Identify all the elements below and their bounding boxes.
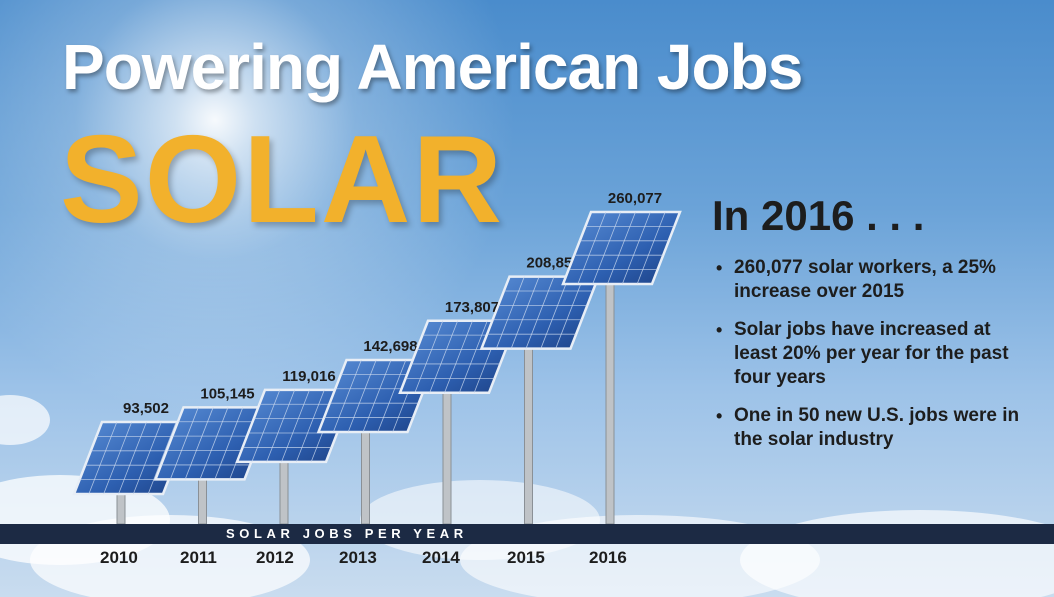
panel-cell-line bbox=[458, 320, 488, 393]
panel-pole bbox=[198, 472, 207, 525]
panel-cell-line bbox=[362, 359, 392, 433]
panel-cell-line bbox=[495, 276, 525, 349]
solar-panel-bar: 93,502 bbox=[72, 400, 193, 525]
panel-cell-line bbox=[132, 421, 162, 495]
chart-title-banner: SOLAR JOBS PER YEAR bbox=[0, 524, 1054, 544]
solar-panel-bar: 119,016 bbox=[235, 368, 356, 525]
data-label: 105,145 bbox=[200, 385, 254, 402]
panel-cell-line bbox=[555, 276, 585, 349]
x-tick-label: 2013 bbox=[339, 548, 377, 567]
solar-panel-bar: 260,077 bbox=[561, 190, 682, 525]
data-label: 119,016 bbox=[282, 368, 335, 385]
fact-item: 260,077 solar workers, a 25% increase ov… bbox=[716, 256, 1036, 304]
page-title: Powering American Jobs bbox=[62, 31, 803, 103]
panel-cell-line bbox=[510, 276, 540, 349]
panel-pole bbox=[524, 342, 533, 525]
x-tick-label: 2010 bbox=[100, 548, 138, 567]
panel-cell-line bbox=[540, 276, 570, 349]
panel-cell-line bbox=[118, 421, 147, 495]
data-label: 260,077 bbox=[608, 190, 662, 207]
page-subtitle: SOLAR bbox=[60, 111, 504, 249]
fact-item: One in 50 new U.S. jobs were in the sola… bbox=[716, 404, 1036, 452]
x-tick-label: 2016 bbox=[589, 548, 627, 567]
panel-cell-line bbox=[577, 211, 607, 285]
panel-cell-line bbox=[251, 389, 281, 462]
panel-cell-line bbox=[377, 359, 407, 433]
solar-panel-bar: 105,145 bbox=[153, 385, 275, 525]
panel-cell-line bbox=[332, 359, 362, 433]
facts-heading: In 2016 . . . bbox=[712, 192, 925, 239]
facts-list: 260,077 solar workers, a 25% increase ov… bbox=[716, 256, 1036, 466]
panel-cell-line bbox=[169, 407, 199, 480]
panel-pole bbox=[279, 455, 289, 525]
fact-item: Solar jobs have increased at least 20% p… bbox=[716, 318, 1036, 390]
panel-cell-line bbox=[347, 359, 377, 433]
panel-cell-line bbox=[525, 276, 555, 349]
panel-cell-line bbox=[592, 211, 622, 285]
panel-cell-line bbox=[184, 407, 214, 480]
x-tick-label: 2012 bbox=[256, 548, 294, 567]
solar-panel-bar: 208,859 bbox=[479, 255, 601, 525]
data-label: 142,698 bbox=[363, 338, 417, 355]
panel-cell-line bbox=[621, 211, 651, 285]
chart-title: SOLAR JOBS PER YEAR bbox=[226, 526, 468, 541]
panel-cell-line bbox=[429, 320, 459, 393]
panel-pole bbox=[442, 386, 452, 525]
panel-cell-line bbox=[214, 407, 244, 480]
data-label: 93,502 bbox=[123, 400, 169, 417]
panel-cell-line bbox=[295, 389, 325, 462]
panel-pole bbox=[361, 425, 370, 525]
panel-cell-line bbox=[444, 320, 473, 393]
panel-cell-line bbox=[607, 211, 636, 285]
x-tick-label: 2014 bbox=[422, 548, 460, 567]
panel-cell-line bbox=[147, 421, 177, 495]
panel-cell-line bbox=[266, 389, 296, 462]
panel-cell-line bbox=[636, 211, 666, 285]
data-label: 208,859 bbox=[526, 255, 580, 272]
panel-cell-line bbox=[103, 421, 133, 495]
panel-cell-line bbox=[88, 421, 118, 495]
panel-pole bbox=[605, 277, 615, 525]
data-label: 173,807 bbox=[445, 299, 499, 316]
panel-cell-line bbox=[414, 320, 444, 393]
panel-cell-line bbox=[281, 389, 310, 462]
x-tick-label: 2011 bbox=[180, 548, 217, 567]
panel-cell-line bbox=[199, 407, 229, 480]
x-tick-label: 2015 bbox=[507, 548, 545, 567]
